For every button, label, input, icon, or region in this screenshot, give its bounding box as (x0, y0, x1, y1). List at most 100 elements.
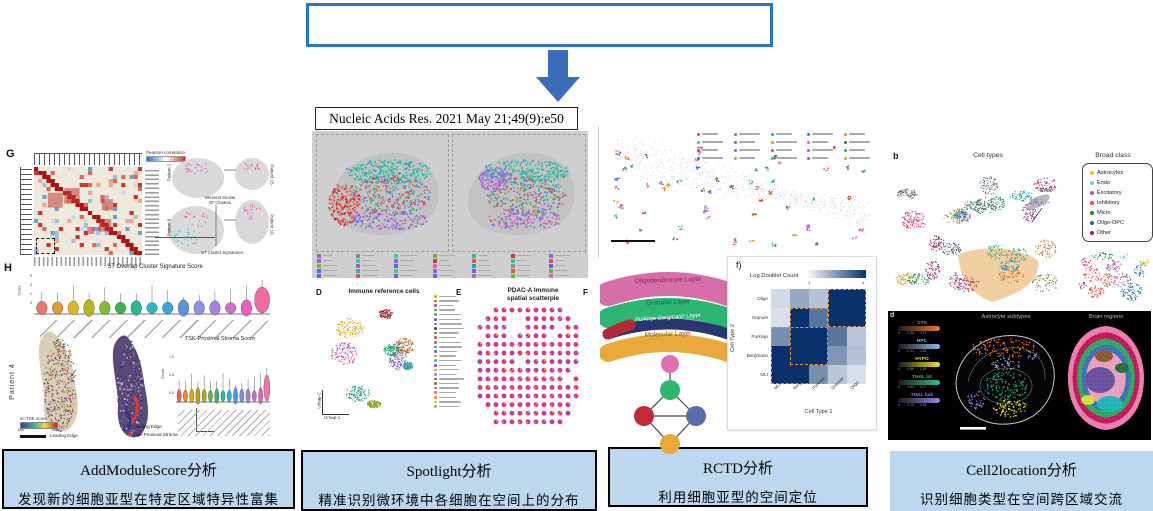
brain-regions-map (1068, 326, 1144, 430)
legend-chip (697, 132, 734, 136)
heatmap-cell (790, 327, 809, 346)
legend-chip (549, 268, 585, 273)
legend-chip (434, 354, 470, 359)
umap-xlabel: Umap-1 (324, 415, 341, 420)
endo-annotation: Endo (1040, 188, 1053, 194)
heatmap-cell (771, 327, 790, 346)
legend-chip (394, 273, 430, 278)
scale-bar (611, 240, 655, 242)
legend-chip (434, 381, 470, 386)
panel-e-title: PDAC-A Immune spatial scatterpie (506, 287, 560, 302)
legend-chip (434, 326, 470, 331)
h-ylabel: Score (16, 285, 22, 296)
heatmap-cell (847, 365, 866, 384)
heatmap-cell (847, 308, 866, 327)
broadclass-legend-item: Micro (1090, 208, 1152, 218)
rctd-scatter-panel (598, 126, 886, 258)
g-col-labels (34, 257, 142, 266)
heatmap-cell (847, 327, 866, 346)
doublet-colorbar (808, 270, 866, 278)
broadclass-legend-item: Inhibitory (1090, 198, 1152, 208)
brain-section-sagittal-2 (467, 152, 575, 236)
doublet-legend-min: 1 (808, 280, 811, 285)
legend-chip (434, 390, 470, 395)
spatial-slide (312, 131, 588, 278)
caption-addmodulescore-desc: 发现新的细胞亚型在特定区域特异性富集 (18, 492, 279, 507)
legend-chip (471, 273, 508, 278)
legend-chip (434, 386, 470, 391)
heatmap-cell (847, 289, 866, 308)
spot-legend-item-1: Leading Edge (128, 424, 178, 429)
h-violin-plot (34, 280, 270, 317)
legend-chip (510, 268, 547, 273)
heatmap-cell (771, 308, 790, 327)
legend-chip (434, 322, 470, 327)
h-title: ST Overlap Cluster Signature Score (107, 264, 203, 270)
caption-spotlight-title: Spotlight分析 (406, 464, 492, 480)
heatmap-cell (847, 346, 866, 365)
legend-chip (355, 263, 392, 268)
g-dendrogram-top (34, 153, 142, 165)
legend-chip (807, 156, 844, 160)
tsk-xtick-labels (178, 410, 270, 436)
celltypes-panel: b Cell types Endo Broad class Astrocytes… (888, 146, 1153, 310)
legend-chip (510, 273, 547, 278)
cerebellum-layer-diagram (600, 272, 736, 362)
heatmap-highlight-box (828, 289, 866, 327)
caption-spotlight: Spotlight分析 精准识别微环境中各细胞在空间上的分布 (301, 450, 597, 511)
subtype-colorbar: THAL lat 0 0.54 1.07 (898, 375, 946, 389)
citation-text: Nucleic Acids Res. 2021 May 21;49(9):e50 (329, 111, 564, 126)
panel-h-label: H (4, 262, 12, 274)
tsk-violin-plot (176, 368, 270, 405)
g-note-intersect: Intersect Similar ST Clusters (204, 195, 236, 205)
g-connector-line (155, 237, 215, 238)
doublet-row-labels: Oligo Granule Purkinje Bergmann MLI (746, 296, 768, 377)
legend-chip (394, 258, 430, 263)
spatial-cluster-legend (317, 253, 585, 278)
panel-d-title: Immune reference cells (348, 288, 420, 295)
doublet-panel: f) Log Doublet Count 1 4 Cell Type 2 Oli… (727, 256, 877, 430)
g-correlation-heatmap (34, 167, 142, 255)
broadclass-legend-item: Endo (1090, 178, 1152, 188)
legend-chip (434, 395, 470, 400)
legend-chip (434, 317, 470, 322)
broadclass-legend-item: Other (1090, 228, 1152, 238)
legend-chip (549, 253, 585, 258)
legend-chip (317, 273, 353, 278)
caption-rctd-title: RCTD分析 (702, 461, 773, 477)
legend-chip (317, 263, 353, 268)
heatmap-cell (771, 346, 790, 365)
heatmap-cell (771, 365, 790, 384)
h-xtick-labels (40, 320, 268, 338)
caption-cell2location: Cell2location分析 识别细胞类型在空间跨区域交流 (890, 451, 1153, 511)
down-arrow-icon (536, 50, 580, 102)
legend-chip (317, 258, 353, 263)
legend-chip (549, 258, 585, 263)
legend-chip (844, 156, 881, 160)
legend-chip (394, 253, 430, 258)
subtype-colorbar: HPC 0 0.14 0.28 (898, 339, 946, 353)
caption-spotlight-desc: 精准识别微环境中各细胞在空间上的分布 (318, 493, 580, 508)
brain-section-sagittal-1 (328, 152, 439, 236)
caption-rctd-desc: 利用细胞亚型的空间定位 (658, 490, 818, 505)
sctsk-min: Min (18, 428, 25, 432)
caption-cell2location-desc: 识别细胞类型在空间跨区域交流 (920, 492, 1123, 507)
g-note-signature: ST Cluster Signatures (201, 250, 243, 255)
broadclass-umap (1078, 251, 1149, 302)
spot-legend: Leading Edge TSK-Proximal Stroma (128, 424, 178, 437)
rctd-cluster-legend (697, 130, 881, 162)
sctsk-colorbar-label: sc-TSK score (20, 416, 48, 421)
legend-chip (733, 156, 771, 160)
subtype-colorbar: CTX 0 0.36 0.71 (898, 321, 946, 335)
legend-chip (433, 258, 469, 263)
legend-chip (770, 132, 808, 136)
legend-chip (434, 345, 470, 350)
patient4-he-section (38, 331, 78, 432)
legend-chip (471, 263, 508, 268)
subtype-colorbars: CTX 0 0.36 0.71 HPC 0 0.14 0.28 HYPO 0 0.59 1… (898, 321, 946, 411)
heatmap-cell (809, 308, 828, 327)
legend-chip (434, 363, 470, 368)
legend-chip (434, 312, 470, 317)
legend-chip (434, 335, 470, 340)
